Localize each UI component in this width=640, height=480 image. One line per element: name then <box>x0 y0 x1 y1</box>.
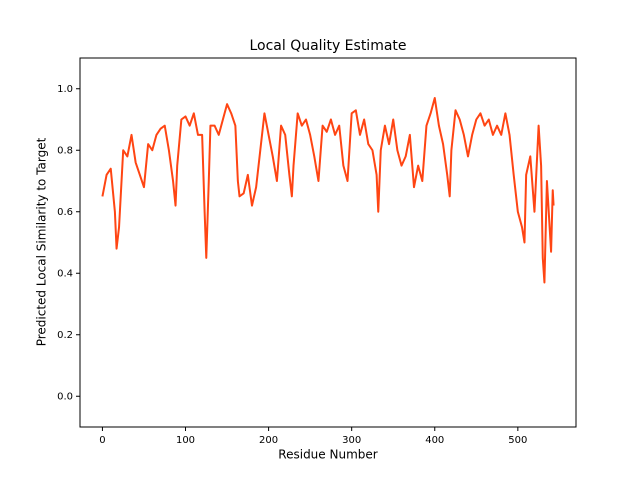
chart-title: Local Quality Estimate <box>249 38 406 54</box>
x-tick-label: 0 <box>99 435 105 446</box>
y-tick-label: 0.8 <box>57 145 73 156</box>
x-tick-label: 200 <box>259 435 278 446</box>
y-tick-label: 0.2 <box>57 330 73 341</box>
y-tick-label: 0.6 <box>57 207 73 218</box>
y-tick-label: 0.4 <box>57 268 73 279</box>
plot-frame <box>79 57 577 428</box>
x-axis-label: Residue Number <box>278 448 377 462</box>
y-axis-label: Predicted Local Similarity to Target <box>35 137 49 346</box>
x-tick-label: 400 <box>425 435 444 446</box>
x-tick-label: 100 <box>176 435 195 446</box>
y-tick-label: 0.0 <box>57 391 73 402</box>
x-tick-label: 500 <box>508 435 527 446</box>
y-tick-label: 1.0 <box>57 84 73 95</box>
x-tick-label: 300 <box>342 435 361 446</box>
data-line <box>101 96 555 284</box>
